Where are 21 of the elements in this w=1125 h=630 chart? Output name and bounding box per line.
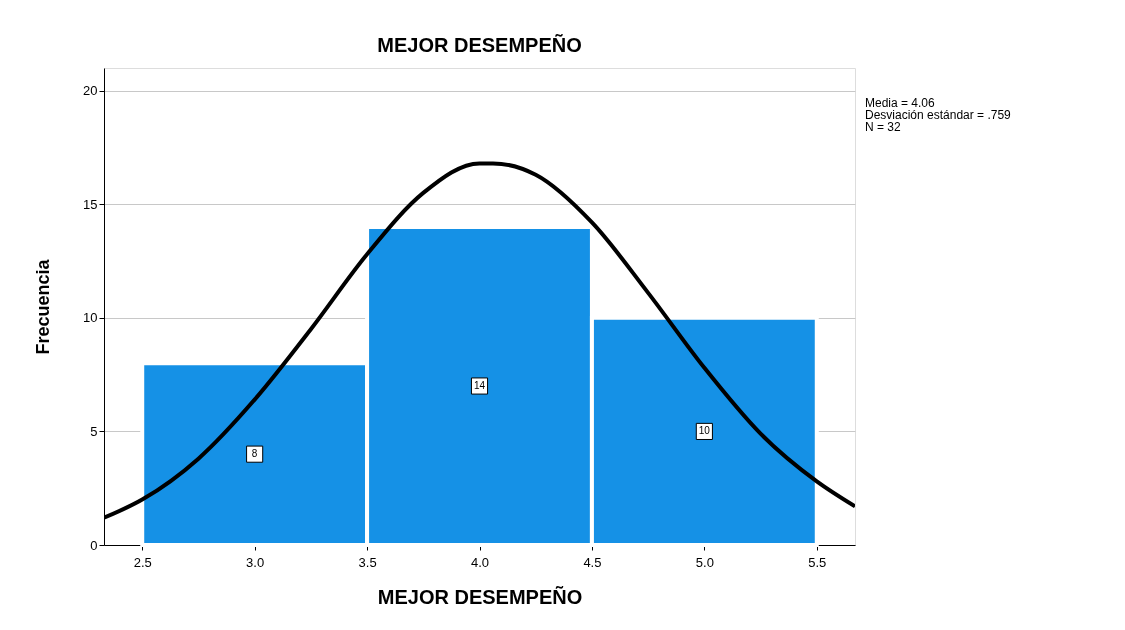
y-tick-label: 0 [90, 537, 98, 553]
x-tick-label: 4.0 [470, 554, 490, 570]
text: N = 32 [865, 120, 902, 134]
chart-title: MEJOR DESEMPEÑO [377, 34, 582, 56]
y-tick-label: 10 [83, 310, 98, 326]
x-axis-title: MEJOR DESEMPEÑO [377, 585, 583, 608]
y-tick-label: 5 [90, 423, 98, 439]
data-label: 8 [251, 448, 258, 460]
data-label: 14 [473, 380, 486, 391]
data-label: 10 [698, 425, 711, 437]
y-tick-label: 15 [83, 196, 98, 212]
x-tick-label: 3.5 [358, 554, 377, 570]
x-tick-label: 4.5 [583, 554, 602, 570]
text: Desviación estándar = .759 [865, 108, 1012, 122]
text: Media = 4.06 [865, 96, 936, 110]
y-tick-label: 20 [83, 83, 98, 99]
x-tick-label: 2.5 [133, 554, 152, 570]
y-axis-title: Frecuencia [33, 258, 54, 355]
x-tick-label: 3.0 [246, 554, 265, 570]
x-tick-label: 5.5 [808, 554, 827, 570]
x-tick-label: 5.0 [695, 554, 714, 570]
